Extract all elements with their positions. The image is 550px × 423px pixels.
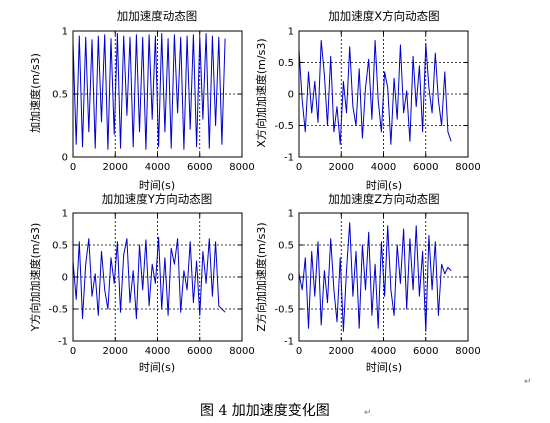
x-tick-label: 6000 [413, 346, 438, 357]
x-tick-label: 4000 [371, 162, 396, 173]
y-tick-label: -1 [284, 337, 294, 348]
x-tick-label: 4000 [371, 346, 396, 357]
x-tick-label: 2000 [103, 162, 128, 173]
chart-title: 加加速度Y方向动态图 [102, 192, 213, 206]
y-tick-label: -0.5 [48, 305, 68, 316]
y-tick-label: 0.5 [278, 241, 294, 252]
x-axis-label: 时间(s) [139, 361, 175, 374]
x-tick-label: 2000 [103, 346, 128, 357]
x-tick-label: 4000 [145, 346, 170, 357]
x-tick-label: 6000 [187, 162, 212, 173]
y-axis-label: X方向加加速度(m/s3) [254, 38, 268, 147]
series-line [298, 39, 452, 145]
x-tick-label: 8000 [229, 162, 254, 173]
chart-jerk-x: 加加速度X方向动态图 时间(s) X方向加加速度(m/s3) 0 2000 4000… [254, 9, 481, 192]
series-line [72, 236, 226, 320]
y-tick-label: 1 [288, 27, 294, 38]
series-line [72, 33, 226, 150]
x-axis-label: 时间(s) [366, 361, 402, 374]
chart-title: 加加速度X方向动态图 [328, 9, 439, 23]
y-tick-label: 1 [288, 209, 294, 220]
y-tick-label: 0.5 [52, 241, 68, 252]
chart-jerk-magnitude: 加加速度动态图 时间(s) 加加速度(m/s3) 0 2000 4000 6000 80… [28, 9, 255, 192]
x-axis-label: 时间(s) [139, 179, 175, 192]
x-tick-label: 0 [296, 162, 302, 173]
chart-jerk-y: 加加速度Y方向动态图 时间(s) Y方向加加速度(m/s3) 0 2000 4000… [28, 192, 255, 374]
y-axis-label: Z方向加加速度(m/s3) [254, 222, 268, 331]
figure-caption: 图 4 加加速度变化图 [200, 403, 330, 419]
y-tick-label: -0.5 [274, 305, 294, 316]
y-tick-label: 0 [288, 273, 294, 284]
y-axis-label: Y方向加加速度(m/s3) [28, 223, 42, 332]
chart-jerk-z: 加加速度Z方向动态图 时间(s) Z方向加加速度(m/s3) 0 2000 4000… [254, 192, 481, 374]
paragraph-mark: ↵ [524, 377, 532, 387]
x-tick-label: 0 [296, 346, 302, 357]
y-tick-label: 0 [62, 273, 68, 284]
y-tick-label: 0 [288, 90, 294, 101]
y-tick-label: -1 [58, 337, 68, 348]
x-tick-label: 2000 [329, 346, 354, 357]
y-tick-label: -0.5 [274, 121, 294, 132]
x-tick-label: 8000 [455, 346, 480, 357]
y-tick-label: 0.5 [278, 58, 294, 69]
y-tick-label: 1 [62, 27, 68, 38]
series-line [298, 222, 452, 332]
x-tick-label: 8000 [455, 162, 480, 173]
x-tick-label: 6000 [413, 162, 438, 173]
y-tick-label: -1 [284, 153, 294, 164]
x-tick-label: 8000 [229, 346, 254, 357]
x-axis-label: 时间(s) [366, 179, 402, 192]
y-tick-label: 0.5 [52, 90, 68, 101]
x-tick-label: 0 [70, 346, 76, 357]
chart-title: 加加速度Z方向动态图 [328, 192, 439, 206]
y-tick-label: 1 [62, 209, 68, 220]
chart-title: 加加速度动态图 [117, 9, 198, 23]
x-tick-label: 4000 [145, 162, 170, 173]
caption-paragraph-mark: ↵ [364, 408, 372, 418]
y-tick-label: 0 [62, 153, 68, 164]
x-tick-label: 6000 [187, 346, 212, 357]
x-tick-label: 2000 [329, 162, 354, 173]
x-tick-label: 0 [70, 162, 76, 173]
y-axis-label: 加加速度(m/s3) [28, 53, 42, 133]
